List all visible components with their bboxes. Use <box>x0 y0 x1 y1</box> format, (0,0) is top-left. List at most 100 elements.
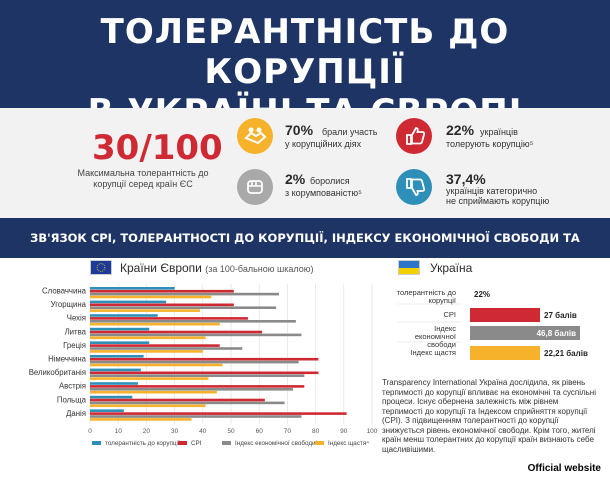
bar <box>90 295 212 299</box>
bar <box>90 289 234 293</box>
bar <box>90 385 305 388</box>
stat3-text-inline: боролися <box>310 176 350 186</box>
bar <box>90 347 243 350</box>
stat1-text-inline: брали участь <box>322 127 378 137</box>
bar <box>90 409 124 412</box>
bar <box>90 374 305 377</box>
category-label: Австрія <box>59 382 86 391</box>
x-tick-label: 50 <box>227 428 235 435</box>
x-tick-label: 60 <box>256 428 264 435</box>
category-label: Литва <box>65 327 87 336</box>
bar <box>90 377 209 380</box>
bar <box>90 350 203 353</box>
stat3-text: з корумпованістю⁵ <box>285 188 362 198</box>
ukraine-title: Україна <box>430 261 473 275</box>
page-title-line1: ТОЛЕРАНТНІСТЬ ДО КОРУПЦІЇ <box>100 12 510 92</box>
bar <box>90 344 220 347</box>
x-tick-label: 10 <box>115 428 123 435</box>
bar <box>90 314 158 317</box>
ua-label-tolerance: толерантність до корупції <box>396 288 456 305</box>
bar <box>90 300 167 304</box>
category-label: Данія <box>66 409 86 418</box>
legend-label: CPI <box>191 440 202 447</box>
bar <box>90 333 302 337</box>
bar <box>90 390 217 394</box>
stat2-value: 22% <box>446 122 475 138</box>
bar <box>90 317 248 320</box>
eu-flag-icon <box>90 260 112 275</box>
bar <box>90 309 200 312</box>
bar <box>90 404 206 408</box>
category-label: Німеччина <box>48 355 87 364</box>
ukraine-bar-chart: 22% 27 балів 46,8 балів 22,21 балів <box>398 290 588 360</box>
bar <box>90 395 133 399</box>
bar <box>90 330 263 334</box>
ua-label-happy: Індекс щастя <box>410 348 456 357</box>
header: ТОЛЕРАНТНІСТЬ ДО КОРУПЦІЇ В УКРАЇНІ ТА Є… <box>0 0 610 132</box>
category-label: Словаччина <box>42 287 87 296</box>
stats-panel: 30/100 Максимальна толерантність до кору… <box>0 108 610 216</box>
stat4-text-line1: українців категорично <box>446 186 538 196</box>
bar <box>90 287 175 290</box>
bar <box>90 398 265 402</box>
legend-swatch <box>178 441 187 445</box>
ua-bar-value: 27 балів <box>544 311 577 320</box>
x-tick-label: 40 <box>199 428 207 435</box>
stat1-text: у корупційних діях <box>285 139 362 149</box>
x-tick-label: 90 <box>340 428 348 435</box>
ukraine-flag-icon <box>398 260 420 275</box>
bar <box>90 388 294 391</box>
thumbs-down-icon <box>396 169 432 205</box>
legend-swatch <box>222 441 231 445</box>
europe-title-wrap: Країни Європи (за 100-бальною шкалою) <box>120 261 313 275</box>
section-title: ЗВ'ЯЗОК CPI, ТОЛЕРАНТНОСТІ ДО КОРУПЦІЇ, … <box>0 218 610 285</box>
ua-label-cpi: CPI <box>443 310 456 319</box>
bar <box>90 363 223 367</box>
stat4-text-line2: не сприймають корупцію <box>446 196 550 206</box>
ua-value-tolerance: 22% <box>474 290 490 299</box>
bar <box>90 336 206 340</box>
category-label: Великобританія <box>29 368 86 377</box>
bar <box>90 360 299 364</box>
bar <box>90 306 277 309</box>
bar <box>90 371 319 375</box>
bar <box>90 341 150 344</box>
x-tick-label: 80 <box>312 428 320 435</box>
legend-label: Індекс економічної свободи³ <box>235 439 318 447</box>
bar <box>90 327 150 331</box>
europe-subtitle: (за 100-бальною шкалою) <box>205 264 314 274</box>
handshake-icon <box>237 118 273 154</box>
x-tick-label: 0 <box>88 428 92 435</box>
stat3-value: 2% <box>285 171 306 187</box>
ua-bar <box>470 308 540 322</box>
official-website-label: Official website <box>524 462 604 475</box>
info-paragraph: Transparency International Україна дослі… <box>382 378 596 454</box>
bar <box>90 357 319 361</box>
x-tick-label: 100 <box>367 428 378 435</box>
legend-label: Індекс щастя⁴ <box>328 440 369 447</box>
stat4-value: 37,4% <box>446 171 486 187</box>
category-label: Чехія <box>67 314 86 323</box>
thumbs-up-icon <box>396 118 432 154</box>
chart-panel: Країни Європи (за 100-бальною шкалою) Ук… <box>0 258 610 479</box>
x-tick-label: 70 <box>284 428 292 435</box>
stat1-value: 70% <box>285 122 314 138</box>
europe-title: Країни Європи <box>120 261 202 275</box>
main-stat-value: 30/100 <box>92 128 223 168</box>
bar <box>90 368 141 372</box>
europe-bar-chart: 0 10 20 30 40 50 60 70 80 90 100 Словаччина Угорщина… <box>29 284 378 447</box>
bar <box>90 292 279 296</box>
fist-icon <box>237 169 273 205</box>
ua-bar-value: 46,8 балів <box>537 329 576 338</box>
bar <box>90 382 138 385</box>
stat2-text: толерують корупцію⁵ <box>446 139 534 149</box>
bar <box>90 415 302 418</box>
legend-swatch <box>92 441 101 445</box>
bar <box>90 412 347 415</box>
category-label: Греція <box>63 341 86 350</box>
bar <box>90 401 285 405</box>
bar <box>90 322 220 326</box>
x-tick-label: 30 <box>171 428 179 435</box>
ua-bar-value: 22,21 балів <box>544 349 588 358</box>
category-label: Польща <box>57 395 87 404</box>
